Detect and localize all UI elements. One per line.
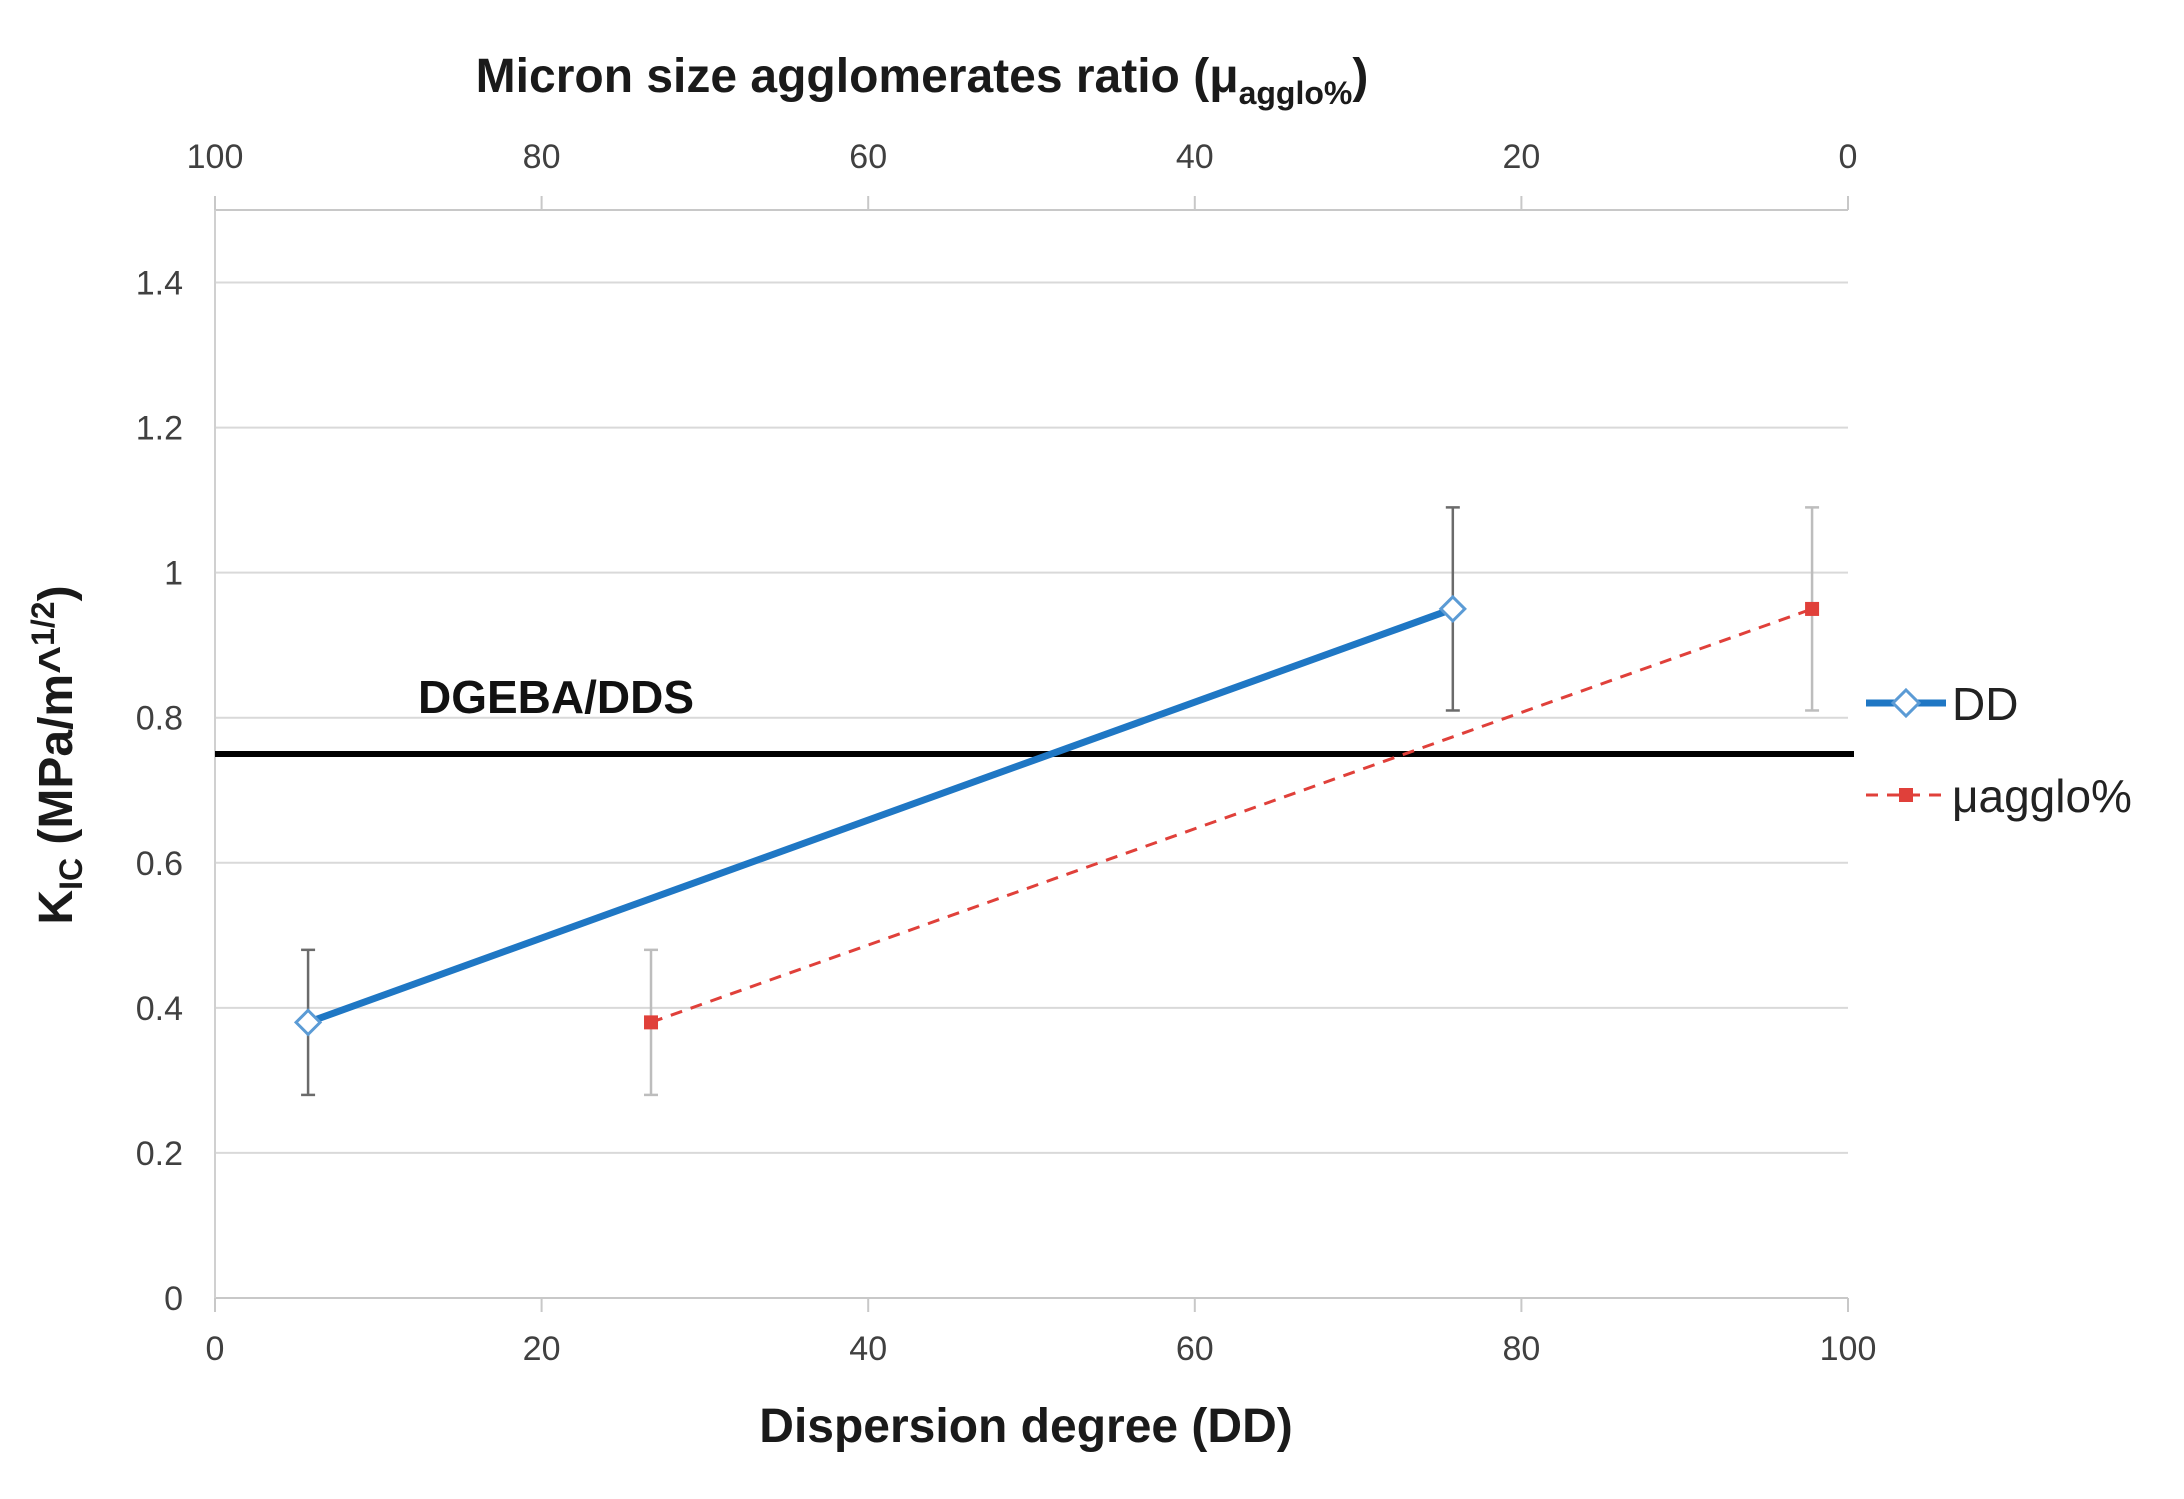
x-tick-labels: 0 20 40 60 80 100	[206, 1330, 1877, 1368]
x2-tick-label: 80	[523, 138, 561, 176]
x-tick-label: 0	[206, 1330, 225, 1368]
legend-label-dd: DD	[1952, 678, 2018, 730]
x2-tick-label: 100	[187, 138, 244, 176]
legend-swatch-dd-marker	[1890, 687, 1922, 719]
y-axis-title: KIC (MPa/m^1/2)	[25, 585, 89, 924]
x2-tick-label: 40	[1176, 138, 1214, 176]
series-lines	[306, 605, 1813, 1026]
y-tick-label: 0.4	[136, 990, 183, 1028]
data-point-agglo	[644, 1015, 659, 1030]
data-point-agglo	[1805, 601, 1820, 616]
y-tick-label: 1.2	[136, 410, 183, 448]
y-tick-label: 0.2	[136, 1135, 183, 1173]
gridlines	[215, 281, 1848, 1154]
x2-axis-title-close: )	[1352, 50, 1368, 103]
x2-tick-label: 0	[1839, 138, 1858, 176]
reference-line-label: DGEBA/DDS	[418, 671, 694, 723]
y-tick-label: 0.6	[136, 845, 183, 883]
legend-swatch-agglo-marker	[1899, 788, 1913, 802]
data-point-dd	[1438, 594, 1467, 624]
x-tick-label: 60	[1176, 1330, 1214, 1368]
y-tick-label: 0	[164, 1280, 183, 1318]
x-tick-label: 80	[1502, 1330, 1540, 1368]
x2-axis-title-main: Micron size agglomerates ratio (μ	[476, 50, 1239, 103]
y-tick-label: 1	[164, 555, 183, 593]
legend: DD μagglo%	[1866, 678, 2132, 822]
x2-tick-label: 60	[849, 138, 887, 176]
y-tick-label: 1.4	[136, 265, 183, 303]
x2-axis-title: Micron size agglomerates ratio (μagglo%)	[476, 50, 1369, 111]
series-markers	[293, 594, 1820, 1037]
y-axis-title-main: K	[30, 890, 83, 925]
y-axis-title-sup: 1/2	[25, 601, 61, 645]
y-axis-title-mid: (MPa/m^	[30, 646, 83, 858]
x-tick-label: 100	[1820, 1330, 1877, 1368]
y-tick-label: 0.8	[136, 700, 183, 738]
y-axis-title-sub: IC	[53, 858, 89, 890]
y-axis-title-close: )	[30, 585, 83, 601]
y-tick-labels: 0 0.2 0.4 0.6 0.8 1 1.2 1.4	[136, 265, 183, 1318]
x2-tick-label: 20	[1502, 138, 1540, 176]
x-tick-label: 20	[523, 1330, 561, 1368]
x-axis-title: Dispersion degree (DD)	[759, 1400, 1292, 1453]
x-tick-label: 40	[849, 1330, 887, 1368]
series-line-agglo	[650, 607, 1813, 1024]
x2-tick-labels: 100 80 60 40 20 0	[187, 138, 1858, 176]
x2-axis-title-sub: agglo%	[1239, 75, 1353, 111]
series-line-dd	[306, 605, 1454, 1026]
legend-label-agglo: μagglo%	[1952, 770, 2132, 822]
data-point-dd	[293, 1008, 323, 1037]
